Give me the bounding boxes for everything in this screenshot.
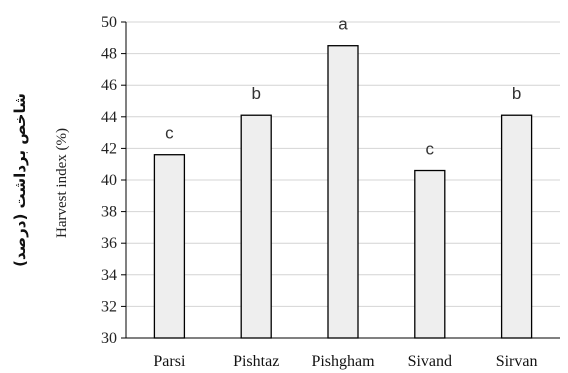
bar-pishgham	[327, 45, 359, 339]
y-tick-label: 40	[101, 172, 117, 189]
x-tick-label: Pishgham	[311, 353, 375, 370]
significance-letter: c	[165, 124, 174, 143]
x-tick-label: Sivand	[408, 353, 452, 370]
x-tick-label: Pishtaz	[233, 353, 279, 370]
x-tick-label: Parsi	[153, 353, 186, 370]
y-tick-label: 46	[101, 77, 117, 94]
y-axis-label: Harvest index (%)	[54, 128, 70, 238]
significance-letter: b	[512, 84, 521, 103]
y-tick-label: 34	[101, 267, 117, 284]
significance-letter: b	[251, 84, 260, 103]
y-tick-label: 44	[101, 109, 117, 126]
x-tick-labels: Parsi Pishtaz Pishgham Sivand Sirvan	[153, 353, 537, 370]
axes	[121, 21, 560, 339]
significance-letter: a	[338, 15, 348, 34]
significance-letters: c b a c b	[165, 15, 521, 159]
bars	[153, 45, 533, 339]
y-tick-label: 32	[101, 298, 117, 315]
bar-pishtaz	[240, 114, 272, 339]
y-tick-label: 30	[101, 330, 117, 347]
bar-sivand	[414, 169, 446, 339]
y-tick-label: 48	[101, 46, 117, 63]
y-tick-label: 38	[101, 204, 117, 221]
x-tick-label: Sirvan	[496, 353, 538, 370]
y-axis-label-persian: شاخص برداشت (درصد)	[11, 93, 29, 267]
y-tick-labels: 30 32 34 36 38 40 42 44 46 48 50	[101, 14, 117, 347]
y-tick-label: 36	[101, 235, 117, 252]
bar-sirvan	[500, 114, 533, 339]
y-tick-label: 42	[101, 140, 117, 157]
bar-parsi	[153, 154, 186, 339]
significance-letter: c	[426, 140, 435, 159]
y-tick-label: 50	[101, 14, 117, 31]
